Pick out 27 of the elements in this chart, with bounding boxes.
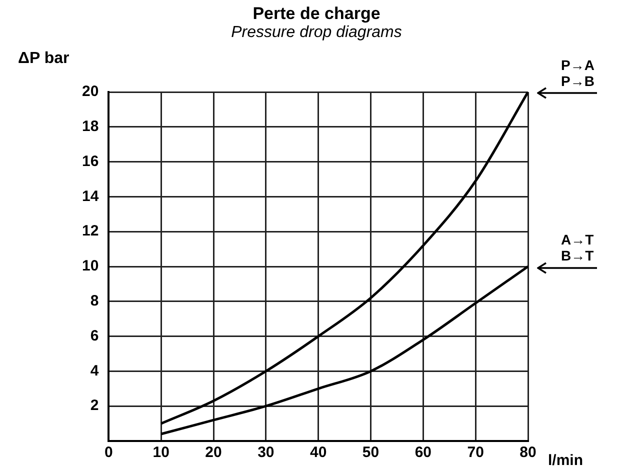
y-tick-label: 10	[82, 258, 99, 275]
y-tick-label: 16	[82, 152, 99, 170]
x-tick-label: 30	[258, 444, 274, 462]
x-tick-label: 50	[362, 444, 380, 462]
y-tick-label: 2	[90, 397, 99, 414]
y-axis-title: ΔP bar	[18, 50, 70, 68]
x-axis-title: l/min	[548, 452, 584, 469]
x-tick-label: 70	[467, 444, 484, 462]
y-tick-label: 18	[82, 118, 99, 136]
x-tick-label: 60	[414, 444, 432, 462]
x-tick-label: 20	[205, 444, 222, 462]
y-tick-label: 6	[90, 327, 99, 344]
line-series	[160, 265, 528, 436]
y-tick-label: 20	[82, 83, 99, 100]
chart-title: Perte de charge	[252, 4, 382, 24]
y-tick-label: 8	[90, 292, 99, 310]
annotation: P→A P→B	[561, 57, 594, 89]
line-series	[160, 92, 528, 425]
x-tick-label: 0	[104, 444, 113, 462]
y-tick-label: 4	[90, 362, 100, 380]
y-tick-label: 14	[82, 188, 100, 205]
annotation: A→T B→T	[561, 232, 594, 264]
x-tick-label: 10	[152, 444, 170, 462]
chart-subtitle: Pressure drop diagrams	[230, 24, 403, 42]
y-tick-label: 12	[82, 222, 99, 240]
x-tick-label: 40	[310, 444, 327, 462]
x-tick-label: 80	[520, 444, 536, 462]
